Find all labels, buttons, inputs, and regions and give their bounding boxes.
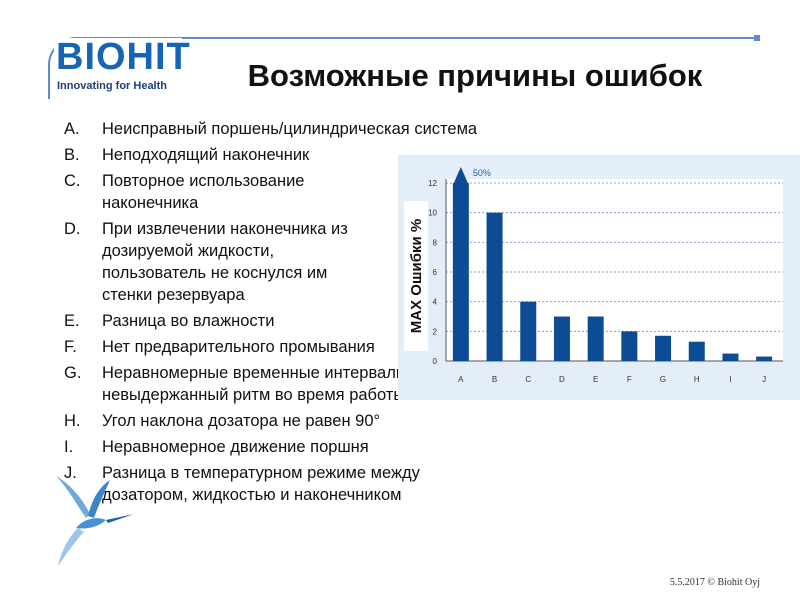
x-tick-label: D [559, 375, 565, 384]
list-marker: E. [64, 312, 80, 330]
list-marker: C. [64, 172, 81, 190]
frame-dot [754, 35, 760, 41]
x-tick-label: H [694, 375, 700, 384]
list-text: Нет предварительного промывания [102, 338, 375, 356]
y-tick-label: 8 [433, 238, 438, 247]
x-tick-label: A [458, 375, 464, 384]
x-tick-label: E [593, 375, 598, 384]
list-marker: D. [64, 220, 81, 238]
overflow-arrow [453, 167, 468, 183]
y-tick-label: 4 [433, 298, 438, 307]
list-text: Разница во влажности [102, 312, 275, 330]
list-item: J. Разница в температурном режиме между д… [64, 462, 504, 506]
list-marker: H. [64, 412, 81, 430]
footer-copyright: 5.5.2017 © Biohit Oyj [669, 577, 760, 588]
x-tick-label: F [627, 375, 632, 384]
list-text: Неравномерные временные интервалы и невы… [102, 364, 422, 404]
list-marker: I. [64, 438, 74, 456]
y-tick-label: 0 [433, 357, 438, 366]
list-item: D. При извлечении наконечника из дозируем… [64, 218, 504, 306]
hummingbird-icon [56, 476, 134, 566]
causes-list: A. Неисправный поршень/цилиндрическая сис… [64, 118, 504, 510]
bar-i [722, 353, 739, 361]
x-tick-label: C [525, 375, 531, 384]
list-text: Повторное использование наконечника [102, 172, 305, 212]
bar-b [486, 212, 503, 361]
list-marker: A. [64, 120, 80, 138]
y-tick-label: 2 [433, 327, 438, 336]
list-text: Разница в температурном режиме между доз… [102, 464, 420, 504]
y-axis-label: MAX Ошибки % [408, 219, 425, 333]
list-item: A. Неисправный поршень/цилиндрическая сис… [64, 118, 504, 140]
list-marker: G. [64, 364, 82, 382]
error-chart: 0 2 4 6 8 10 12 A B C D E F G H I J 50% MAX Ошибки % [398, 155, 800, 400]
bar-c [520, 301, 537, 361]
annotation-label: 50% [473, 168, 491, 178]
bar-d [553, 316, 570, 361]
frame-line [190, 37, 760, 39]
bar-g [655, 335, 672, 361]
list-marker: J. [64, 464, 77, 482]
list-item: G. Неравномерные временные интервалы и не… [64, 362, 504, 406]
y-tick-label: 12 [428, 179, 437, 188]
logo-brand: BIOHIT [56, 36, 191, 78]
slide-title: Возможные причины ошибок [247, 58, 703, 93]
list-text: Неисправный поршень/цилиндрическая систе… [102, 120, 478, 138]
list-item: I. Неравномерное движение поршня [64, 436, 504, 458]
list-item: H. Угол наклона дозатора не равен 90° [64, 410, 504, 432]
list-item: F. Нет предварительного промывания [64, 336, 504, 358]
list-marker: B. [64, 146, 80, 164]
bar-e [587, 316, 604, 361]
list-item: E. Разница во влажности [64, 310, 504, 332]
list-item: C. Повторное использование наконечника [64, 170, 504, 214]
chart-svg: 0 2 4 6 8 10 12 A B C D E F G H I J 50% MAX Ошибки % [404, 167, 783, 384]
bar-j [756, 356, 773, 361]
x-tick-label: J [762, 375, 766, 384]
logo-tagline: Innovating for Health [57, 80, 167, 92]
list-text: При извлечении наконечника из дозируемой… [102, 220, 348, 304]
list-text: Неподходящий наконечник [102, 146, 310, 164]
x-tick-label: I [729, 375, 731, 384]
x-tick-label: B [492, 375, 497, 384]
list-text: Неравномерное движение поршня [102, 438, 369, 456]
bar-h [688, 341, 705, 361]
y-tick-label: 6 [433, 268, 438, 277]
y-tick-label: 10 [428, 209, 437, 218]
biohit-logo: BIOHIT Innovating for Health [54, 36, 190, 96]
bar-f [621, 331, 638, 361]
x-tick-label: G [660, 375, 666, 384]
list-text: Угол наклона дозатора не равен 90° [102, 412, 381, 430]
bar-a [452, 183, 469, 361]
list-marker: F. [64, 338, 77, 356]
list-item: B. Неподходящий наконечник [64, 144, 504, 166]
ylabel-box [404, 201, 428, 351]
